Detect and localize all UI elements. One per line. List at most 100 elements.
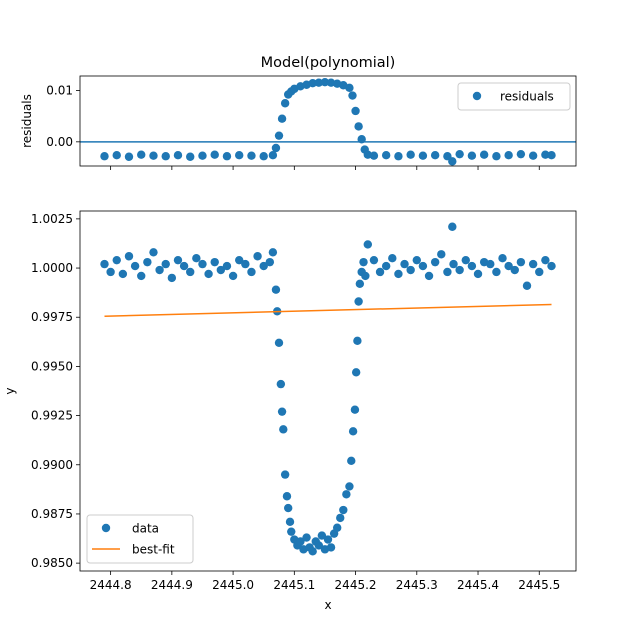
- x-tick-label: 2445.3: [396, 578, 438, 592]
- data-point: [222, 261, 232, 271]
- data-point: [361, 271, 370, 281]
- legend-label: data: [132, 522, 159, 536]
- data-point: [320, 77, 330, 87]
- data-point: [339, 505, 348, 515]
- data-point: [271, 143, 281, 153]
- x-tick-label: 2445.0: [212, 578, 254, 592]
- data-point: [124, 252, 134, 261]
- data-point: [535, 267, 544, 277]
- data-point: [222, 152, 232, 161]
- data-point: [265, 257, 275, 267]
- data-point: [137, 271, 146, 281]
- data-point: [363, 240, 372, 249]
- data-point: [192, 254, 201, 263]
- data-point: [424, 271, 434, 281]
- data-point: [473, 269, 483, 279]
- data-point: [437, 250, 446, 259]
- data-point: [112, 255, 121, 265]
- data-point: [394, 269, 403, 279]
- data-point: [186, 267, 195, 277]
- data-point: [124, 152, 134, 161]
- y-axis-label: y: [3, 387, 17, 394]
- data-point: [455, 149, 464, 159]
- data-point: [282, 492, 292, 501]
- data-point: [381, 261, 391, 271]
- data-point: [130, 261, 140, 271]
- data-point: [355, 279, 365, 288]
- data-point: [492, 267, 501, 277]
- data-point: [112, 151, 121, 160]
- data-point: [467, 261, 477, 271]
- data-point: [347, 456, 356, 466]
- data-point: [279, 425, 288, 434]
- plot-area: [80, 77, 576, 166]
- data-point: [179, 261, 189, 271]
- data-point: [388, 254, 397, 263]
- data-point: [268, 248, 278, 257]
- data-point: [336, 513, 345, 523]
- data-point: [443, 267, 452, 277]
- data-point: [547, 151, 556, 160]
- y-tick-label: 1.0000: [31, 261, 73, 275]
- chart-title: Model(polynomial): [261, 55, 396, 71]
- legend: residuals: [457, 82, 571, 111]
- y-tick-label: 0.9950: [31, 359, 73, 373]
- data-point: [280, 99, 290, 108]
- data-point: [541, 255, 550, 265]
- data-point: [241, 259, 250, 269]
- y-tick-label: 0.9925: [31, 409, 73, 423]
- data-point: [274, 131, 284, 140]
- data-point: [149, 248, 158, 257]
- plot-area: [100, 222, 556, 556]
- data-point: [317, 531, 327, 540]
- data-point: [359, 257, 368, 267]
- residuals-panel: 0.00 0.01 Model(polynomial) residuals residu…: [20, 55, 577, 170]
- data-point: [357, 135, 366, 144]
- data-point: [235, 255, 244, 265]
- data-point: [173, 151, 183, 160]
- series-line-best-fit: [104, 303, 552, 317]
- data-point: [479, 150, 489, 159]
- data-point: [314, 541, 324, 550]
- legend-label: residuals: [500, 90, 554, 104]
- data-point: [381, 151, 391, 160]
- legend-box: [457, 82, 571, 111]
- data-point: [259, 152, 268, 161]
- legend-label: best-fit: [132, 543, 175, 557]
- data-point: [332, 523, 342, 532]
- y-tick-label: 0.00: [46, 135, 73, 149]
- data-point: [351, 106, 360, 116]
- data-point: [198, 259, 207, 269]
- data-point: [287, 527, 296, 536]
- data-point: [412, 255, 421, 265]
- data-point: [418, 151, 428, 160]
- x-tick-label: 2444.9: [151, 578, 193, 592]
- axes-frame: [79, 210, 577, 572]
- data-point: [406, 150, 415, 159]
- x-tick-label: 2444.8: [90, 578, 132, 592]
- data-point: [353, 336, 362, 346]
- data-point: [302, 533, 311, 542]
- data-point: [137, 150, 146, 159]
- data-point: [348, 427, 358, 436]
- data-point: [149, 151, 158, 160]
- data-point: [323, 535, 333, 544]
- y-tick-label: 0.9975: [31, 310, 73, 324]
- data-point: [143, 257, 152, 267]
- y-axis-label: residuals: [20, 94, 34, 148]
- axes-frame: [79, 75, 577, 167]
- data-point: [547, 261, 556, 271]
- y-tick-label: 0.9850: [31, 556, 73, 570]
- data-point: [354, 122, 363, 131]
- data-point: [498, 254, 507, 263]
- y-tick-label: 0.01: [46, 83, 73, 97]
- data-point: [516, 149, 526, 159]
- data-point: [314, 78, 324, 87]
- data-point: [430, 257, 440, 267]
- data-point: [369, 151, 379, 160]
- x-tick-label: 2445.4: [457, 578, 499, 592]
- data-point: [253, 252, 262, 261]
- legend: data best-fit: [86, 514, 194, 564]
- data-point: [100, 259, 109, 269]
